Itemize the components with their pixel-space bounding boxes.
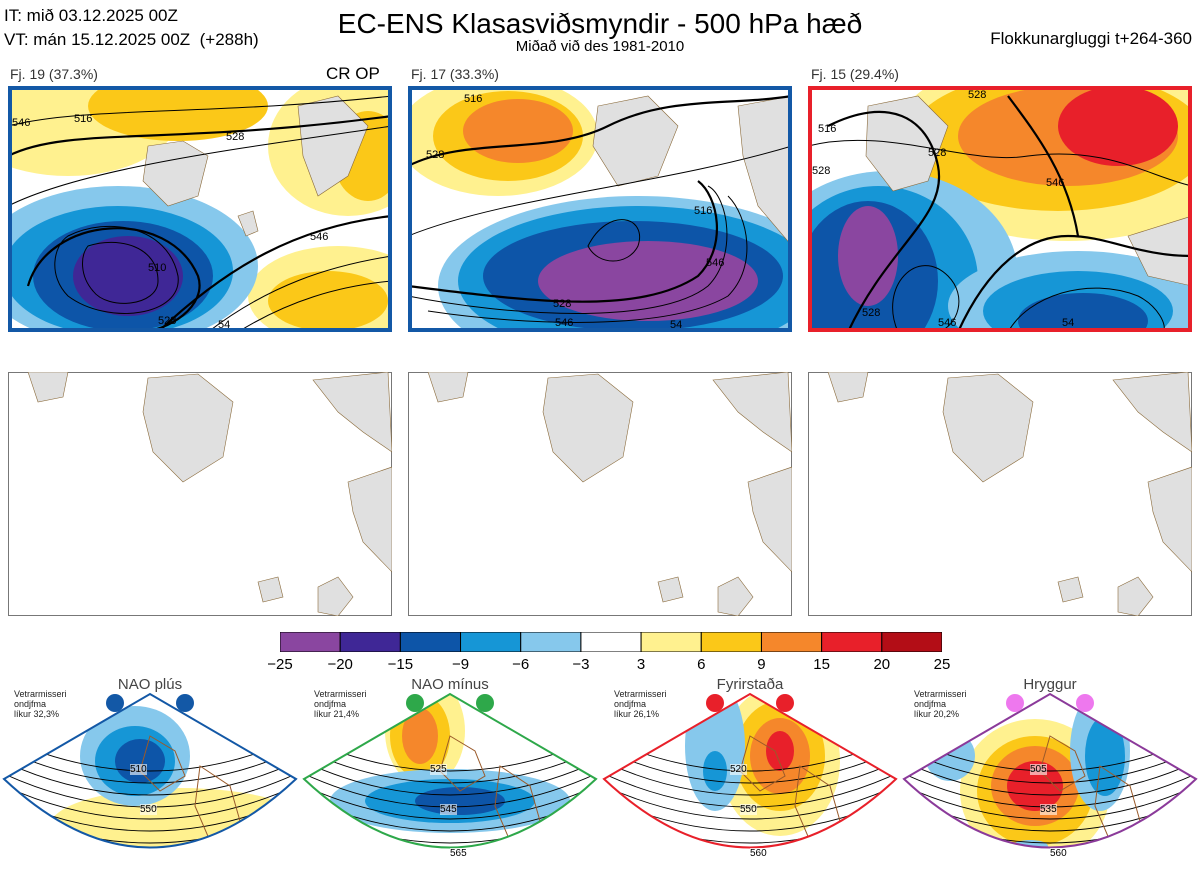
contour-label: 516 — [464, 93, 482, 105]
cluster-3-label: Fj. 15 (29.4%) — [811, 66, 899, 82]
colorbar-tick-label: 9 — [757, 656, 766, 673]
contour-label: 54 — [1062, 317, 1074, 329]
cluster-2-label: Fj. 17 (33.3%) — [411, 66, 499, 82]
contour-label: 528 — [553, 298, 571, 310]
colorbar-tick-label: −20 — [327, 656, 353, 673]
cluster-border — [8, 86, 392, 332]
contour-label: 510 — [148, 262, 166, 274]
colorbar-tick-label: −3 — [572, 656, 590, 673]
cluster-1-tag: CR OP — [326, 64, 380, 83]
regime-contour-label: 525 — [430, 764, 447, 775]
colorbar-tick-label: 6 — [697, 656, 706, 673]
regime-contour-label: 545 — [440, 804, 457, 815]
regime-dot — [176, 694, 194, 712]
colorbar-tick-label: 25 — [933, 656, 951, 673]
cluster-border — [808, 86, 1192, 332]
regime-panel[interactable] — [0, 676, 300, 871]
contour-label: 528 — [158, 315, 176, 327]
valid-time: VT: mán 15.12.2025 00Z (+288h) — [4, 30, 259, 49]
regime-contour-label: 535 — [1040, 804, 1057, 815]
colorbar-swatch — [520, 631, 582, 653]
colorbar-tick-label: −15 — [387, 656, 414, 673]
regime-contour-label: 520 — [730, 764, 747, 775]
regime-contour-label: 510 — [130, 764, 147, 775]
regime-contour-label: 560 — [750, 848, 767, 859]
colorbar-swatch — [339, 631, 401, 653]
classification-window: Flokkunargluggi t+264-360 — [990, 29, 1192, 48]
colorbar-swatch — [640, 631, 702, 653]
regime-dot — [706, 694, 724, 712]
colorbar-tick-label: 3 — [636, 656, 646, 673]
regime-note: Vetrarmisseri ondjfma líkur 32,3% — [14, 689, 67, 719]
cluster-map-2[interactable]: 516 528 516 528 546 546 54 — [408, 86, 792, 332]
regime-dot — [406, 694, 424, 712]
colorbar-swatch — [580, 631, 642, 653]
regime-contour-label: 550 — [140, 804, 157, 815]
regime-title: NAO mínus — [411, 676, 489, 693]
colorbar-swatch — [760, 631, 823, 653]
page-title: EC-ENS Klasasviðsmyndir - 500 hPa hæð — [337, 8, 863, 39]
contour-label: 516 — [74, 113, 92, 125]
regime-note: Vetrarmisseri ondjfma líkur 26,1% — [614, 689, 667, 719]
contour-label: 546 — [1046, 177, 1064, 189]
base-map-1 — [8, 372, 392, 616]
contour-label: 516 — [818, 123, 836, 135]
colorbar-swatch — [279, 631, 341, 653]
regime-dot — [1076, 694, 1094, 712]
cluster-map-3[interactable]: 516 528 528 546 528 528 546 54 — [808, 86, 1192, 332]
contour-label: 546 — [310, 231, 328, 243]
regime-dot — [776, 694, 794, 712]
issue-time: IT: mið 03.12.2025 00Z — [4, 6, 178, 25]
base-map-2 — [408, 372, 792, 616]
contour-label: 528 — [226, 131, 244, 143]
colorbar-swatch — [460, 631, 522, 653]
contour-label: 528 — [812, 165, 830, 177]
contour-label: 528 — [862, 307, 880, 319]
header-info: IT: mið 03.12.2025 00Z VT: mán 15.12.202… — [4, 4, 259, 52]
regime-panel[interactable] — [600, 676, 900, 871]
regime-title: Fyrirstaða — [716, 676, 784, 693]
contour-label: 528 — [968, 89, 986, 101]
colorbar-tick-label: −25 — [267, 656, 293, 673]
contour-label: 546 — [555, 317, 573, 329]
regime-dot — [1006, 694, 1024, 712]
contour-label: 528 — [928, 147, 946, 159]
colorbar-tick-label: 15 — [813, 656, 830, 673]
regime-panel[interactable] — [900, 676, 1200, 871]
regime-title: Hryggur — [1023, 676, 1077, 693]
colorbar-swatch — [821, 631, 883, 653]
colorbar-swatch — [399, 631, 462, 653]
regime-note: Vetrarmisseri ondjfma líkur 21,4% — [314, 689, 367, 719]
regime-contour-label: 550 — [740, 804, 757, 815]
base-map-3 — [808, 372, 1192, 616]
cluster-border — [408, 86, 792, 332]
colorbar-tick-label: −9 — [451, 656, 470, 673]
regime-contour-label: 565 — [450, 848, 467, 859]
cluster-map-1[interactable]: 546 528 516 528 510 546 54 — [8, 86, 392, 332]
contour-label: 528 — [426, 149, 444, 161]
contour-label: 546 — [706, 257, 724, 269]
colorbar-tick-label: 20 — [873, 656, 891, 673]
colorbar — [279, 631, 943, 653]
regime-dot — [476, 694, 494, 712]
colorbar-swatch — [881, 631, 943, 653]
regime-note: Vetrarmisseri ondjfma líkur 20,2% — [914, 689, 967, 719]
colorbar-swatch — [700, 631, 762, 653]
contour-label: 516 — [694, 205, 712, 217]
cluster-1-label: Fj. 19 (37.3%) — [10, 66, 98, 82]
colorbar-tick-label: −6 — [512, 656, 530, 673]
regime-contour-label: 505 — [1030, 764, 1047, 775]
regime-contour-label: 560 — [1050, 848, 1067, 859]
page-subtitle: Miðað við des 1981-2010 — [515, 38, 685, 55]
contour-label: 546 — [12, 117, 30, 129]
contour-label: 546 — [938, 317, 956, 329]
regime-title: NAO plús — [117, 676, 183, 693]
regime-dot — [106, 694, 124, 712]
